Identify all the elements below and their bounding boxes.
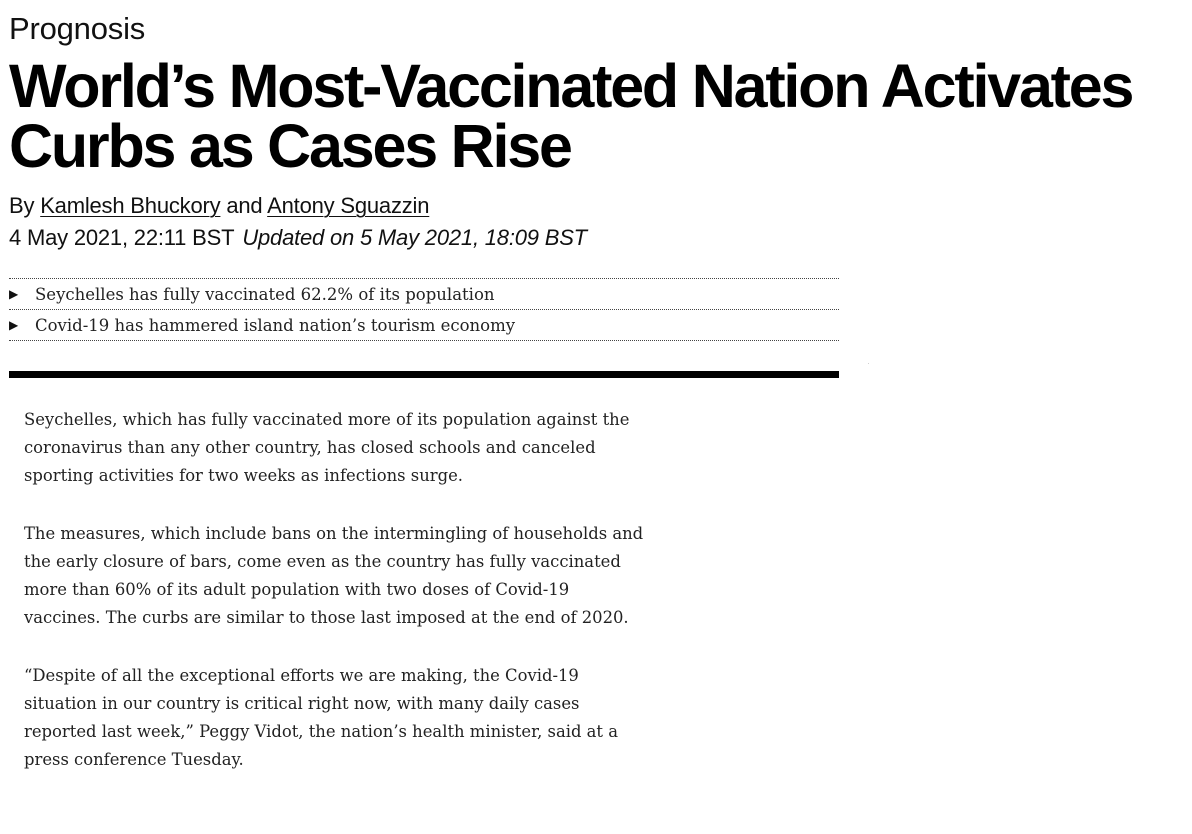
body-paragraph: The measures, which include bans on the … xyxy=(24,524,644,627)
byline-conjunction: and xyxy=(226,193,263,218)
triangle-bullet-icon: ▶ xyxy=(9,318,19,332)
dateline: 4 May 2021, 22:11 BST Updated on 5 May 20… xyxy=(9,223,587,253)
updated-time: Updated on 5 May 2021, 18:09 BST xyxy=(242,225,587,250)
decorative-dot xyxy=(868,363,869,364)
author-link-1[interactable]: Kamlesh Bhuckory xyxy=(40,193,221,218)
abstract-item-text: Seychelles has fully vaccinated 62.2% of… xyxy=(35,284,495,304)
published-time: 4 May 2021, 22:11 BST xyxy=(9,225,235,250)
body-paragraph: “Despite of all the exceptional efforts … xyxy=(24,666,618,769)
abstract-item-text: Covid-19 has hammered island nation’s to… xyxy=(35,315,516,335)
article-abstract: ▶ Seychelles has fully vaccinated 62.2% … xyxy=(9,278,839,341)
section-link[interactable]: Prognosis xyxy=(9,11,146,46)
article-body: Seychelles, which has fully vaccinated m… xyxy=(24,406,644,804)
byline: By Kamlesh Bhuckory and Antony Sguazzin xyxy=(9,191,429,221)
article-header: Prognosis World’s Most-Vaccinated Nation… xyxy=(9,10,1184,180)
section-divider xyxy=(9,371,839,378)
body-paragraph: Seychelles, which has fully vaccinated m… xyxy=(24,410,630,485)
headline: World’s Most-Vaccinated Nation Activates… xyxy=(9,52,1134,180)
abstract-item: ▶ Covid-19 has hammered island nation’s … xyxy=(9,310,839,341)
author-link-2[interactable]: Antony Sguazzin xyxy=(267,193,430,218)
triangle-bullet-icon: ▶ xyxy=(9,287,19,301)
abstract-item: ▶ Seychelles has fully vaccinated 62.2% … xyxy=(9,279,839,310)
byline-prefix: By xyxy=(9,193,35,218)
